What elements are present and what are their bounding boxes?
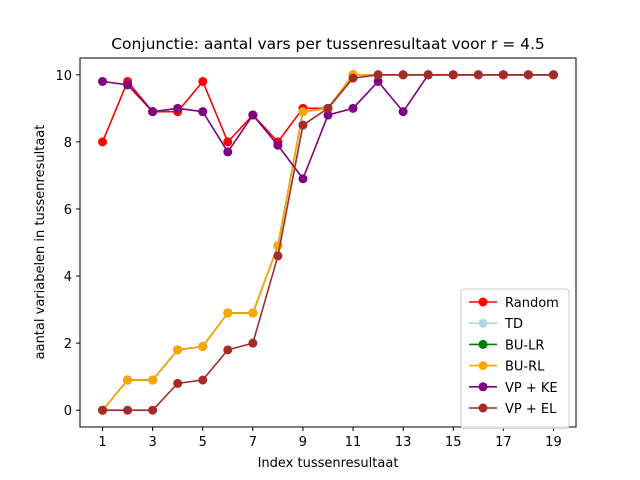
legend-label: BU-LR <box>505 338 544 353</box>
data-point <box>198 341 208 351</box>
data-point <box>223 147 233 157</box>
legend-label: BU-RL <box>505 360 545 375</box>
x-tick-label: 19 <box>545 435 562 450</box>
data-point <box>173 103 183 113</box>
x-tick-label: 17 <box>495 435 512 450</box>
data-point <box>223 137 233 147</box>
legend-label: VP + EL <box>505 402 557 417</box>
data-point <box>323 103 333 113</box>
x-tick-label: 7 <box>249 435 257 450</box>
y-tick-label: 6 <box>64 203 72 218</box>
legend-swatch-marker <box>478 297 488 307</box>
data-point <box>198 375 208 385</box>
legend: Random TD BU-LR BU-RL VP + KE VP + EL <box>460 288 570 429</box>
data-point <box>348 73 358 83</box>
y-tick-label: 10 <box>55 69 72 84</box>
data-point <box>98 405 108 415</box>
x-tick-label: 11 <box>345 435 362 450</box>
data-point <box>223 345 233 355</box>
data-point <box>548 70 558 80</box>
data-point <box>523 70 533 80</box>
x-tick-label: 9 <box>299 435 307 450</box>
x-axis-title: Index tussenresultaat <box>258 456 399 471</box>
legend-item: TD <box>469 317 523 332</box>
data-point <box>298 107 308 117</box>
data-point <box>473 70 483 80</box>
data-point <box>448 70 458 80</box>
legend-item: VP + EL <box>469 402 557 417</box>
legend-item: BU-LR <box>469 338 544 353</box>
axes-frame <box>79 57 577 428</box>
data-point <box>298 120 308 130</box>
legend-item: VP + KE <box>469 381 558 396</box>
data-point <box>123 405 133 415</box>
data-point <box>98 137 108 147</box>
data-point <box>123 80 133 90</box>
data-point <box>398 70 408 80</box>
data-point <box>423 70 433 80</box>
data-point <box>123 375 133 385</box>
data-point <box>298 174 308 184</box>
y-axis-title: aantal variabelen in tussenresultaat <box>33 125 48 360</box>
x-tick-label: 1 <box>98 435 106 450</box>
y-tick-label: 2 <box>64 337 72 352</box>
data-point <box>373 76 383 86</box>
data-point <box>148 375 158 385</box>
x-tick-label: 15 <box>445 435 462 450</box>
x-tick-label: 5 <box>199 435 207 450</box>
data-point <box>248 308 258 318</box>
data-point <box>198 76 208 86</box>
legend-label: Random <box>505 296 559 311</box>
data-point <box>348 103 358 113</box>
data-point <box>148 107 158 117</box>
data-point <box>398 107 408 117</box>
legend-label: TD <box>504 317 523 332</box>
data-point <box>148 405 158 415</box>
data-point <box>198 107 208 117</box>
series-vp-el <box>98 70 558 415</box>
data-point <box>98 76 108 86</box>
data-point <box>173 378 183 388</box>
x-tick-label: 3 <box>149 435 157 450</box>
legend-swatch-marker <box>478 361 488 371</box>
data-point <box>273 251 283 261</box>
chart-title: Conjunctie: aantal vars per tussenresult… <box>111 35 545 53</box>
legend-item: Random <box>469 296 559 311</box>
x-tick-label: 13 <box>395 435 412 450</box>
legend-swatch-marker <box>478 382 488 392</box>
data-point <box>323 110 333 120</box>
y-tick-label: 0 <box>64 404 72 419</box>
data-point <box>248 338 258 348</box>
legend-swatch-marker <box>478 318 488 328</box>
data-point <box>373 70 383 80</box>
data-point <box>173 345 183 355</box>
legend-label: VP + KE <box>505 381 558 396</box>
data-point <box>223 308 233 318</box>
legend-item: BU-RL <box>469 360 545 375</box>
data-point <box>498 70 508 80</box>
y-tick-label: 4 <box>64 270 72 285</box>
legend-swatch-marker <box>478 339 488 349</box>
data-point <box>248 110 258 120</box>
data-point <box>273 140 283 150</box>
legend-swatch-marker <box>478 403 488 413</box>
y-tick-label: 8 <box>64 136 72 151</box>
